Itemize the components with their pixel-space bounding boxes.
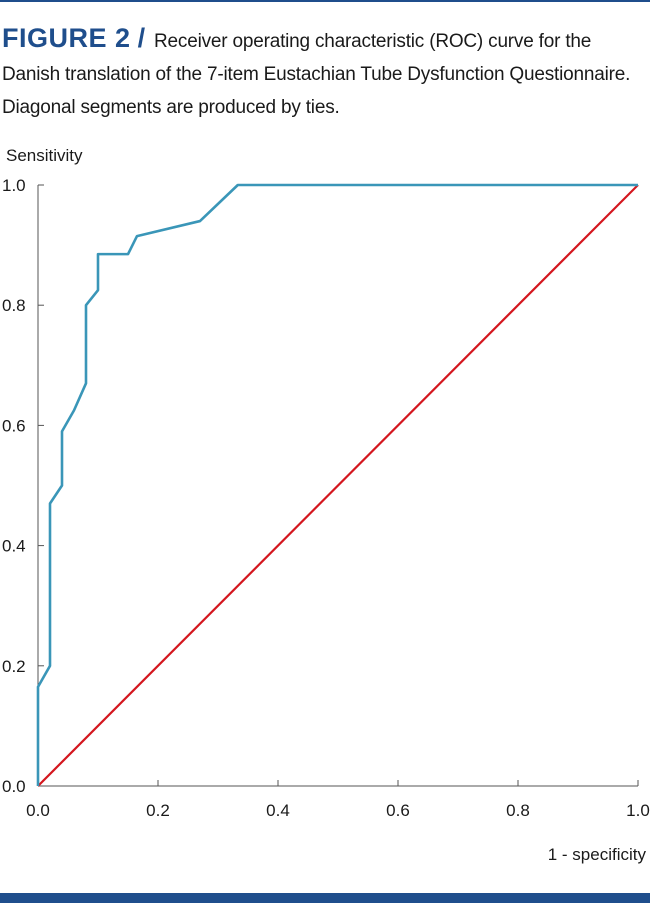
x-tick-label: 0.4: [266, 801, 290, 820]
chart-series: [36, 183, 639, 787]
figure-caption: FIGURE 2 / Receiver operating characteri…: [2, 22, 648, 124]
x-tick-label: 0.2: [146, 801, 170, 820]
y-tick-label: 0.8: [2, 296, 26, 315]
x-tick-label: 1.0: [626, 801, 650, 820]
y-tick-label: 0.0: [2, 777, 26, 796]
roc-chart: Sensitivity 1 - specificity 0.0 0.2 0.4 0.6…: [2, 146, 650, 864]
y-tick-label: 0.4: [2, 537, 26, 556]
x-tick-label: 0.0: [26, 801, 50, 820]
y-tick-label: 0.6: [2, 416, 26, 435]
reference-diagonal-line: [37, 184, 639, 787]
roc-curve-line: [36, 183, 638, 786]
figure-separator: /: [137, 23, 146, 53]
top-rule: [0, 0, 650, 2]
x-tick-label: 0.6: [386, 801, 410, 820]
figure-caption-text: Receiver operating characteristic (ROC) …: [2, 31, 631, 118]
y-axis-label: Sensitivity: [6, 146, 83, 165]
y-tick-label: 0.2: [2, 657, 26, 676]
bottom-rule: [0, 893, 650, 903]
y-tick-label: 1.0: [2, 176, 26, 195]
chart-axes: 0.0 0.2 0.4 0.6 0.8 1.0 0.0 0.2 0.4 0.6 0.8 1.0: [2, 176, 650, 820]
x-tick-label: 0.8: [506, 801, 530, 820]
x-axis-label: 1 - specificity: [548, 845, 647, 864]
figure-label: FIGURE 2: [2, 23, 131, 53]
